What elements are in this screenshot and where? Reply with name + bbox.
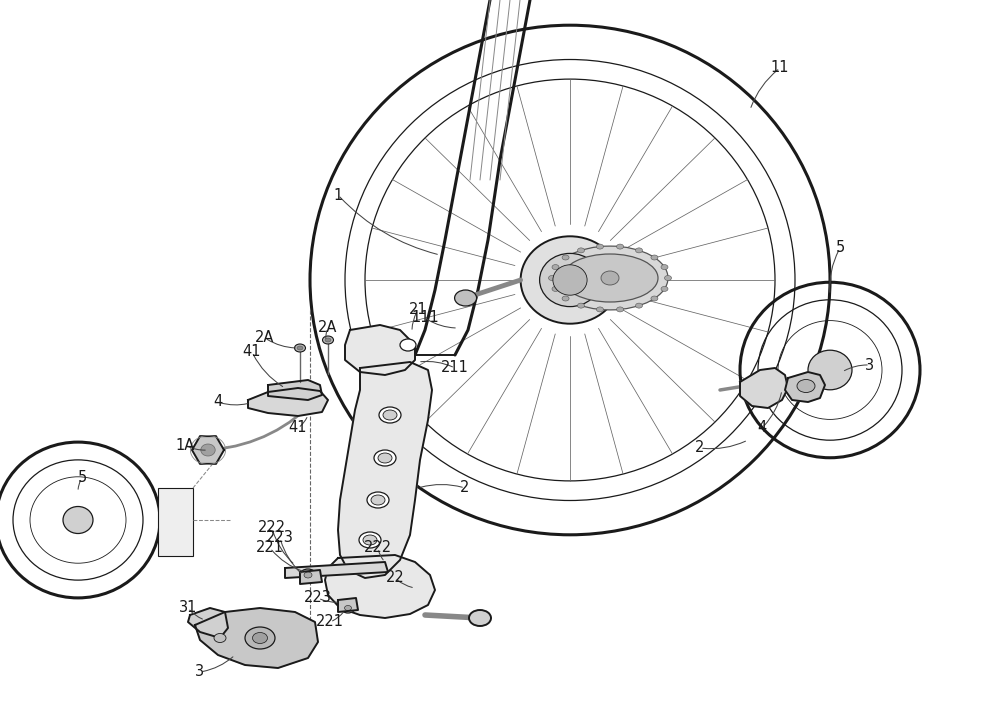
Ellipse shape <box>245 627 275 649</box>
Ellipse shape <box>808 350 852 390</box>
Text: 4: 4 <box>213 395 223 410</box>
Text: 31: 31 <box>179 600 197 615</box>
Ellipse shape <box>297 346 303 350</box>
Ellipse shape <box>383 410 397 420</box>
Ellipse shape <box>797 380 815 393</box>
Ellipse shape <box>601 271 619 285</box>
Ellipse shape <box>455 290 477 306</box>
Text: 11: 11 <box>771 61 789 76</box>
Text: 3: 3 <box>865 358 875 373</box>
Ellipse shape <box>201 444 215 456</box>
Text: 2A: 2A <box>255 331 275 346</box>
Text: 221: 221 <box>256 540 284 555</box>
Ellipse shape <box>596 244 603 249</box>
Ellipse shape <box>651 296 658 301</box>
Ellipse shape <box>294 344 306 352</box>
Ellipse shape <box>400 339 416 351</box>
Text: 5: 5 <box>77 471 87 486</box>
Ellipse shape <box>578 303 584 308</box>
Text: 223: 223 <box>304 590 332 605</box>
Ellipse shape <box>617 307 624 312</box>
Polygon shape <box>188 608 228 638</box>
Polygon shape <box>338 362 432 578</box>
Text: 41: 41 <box>243 344 261 360</box>
Polygon shape <box>345 325 415 375</box>
Text: 22: 22 <box>386 570 404 585</box>
Ellipse shape <box>617 244 624 249</box>
Ellipse shape <box>636 248 642 253</box>
Polygon shape <box>285 562 388 578</box>
Text: 111: 111 <box>411 311 439 326</box>
Text: 223: 223 <box>266 531 294 545</box>
Ellipse shape <box>304 572 312 578</box>
Ellipse shape <box>562 255 569 260</box>
Text: 221: 221 <box>316 615 344 630</box>
Ellipse shape <box>367 492 389 508</box>
Ellipse shape <box>63 506 93 533</box>
Text: 2: 2 <box>460 481 470 496</box>
Polygon shape <box>325 555 435 618</box>
Ellipse shape <box>548 276 556 281</box>
Polygon shape <box>785 372 825 402</box>
Ellipse shape <box>596 307 603 312</box>
Text: 2A: 2A <box>318 321 338 336</box>
Ellipse shape <box>322 336 334 344</box>
Ellipse shape <box>252 633 268 643</box>
Ellipse shape <box>651 255 658 260</box>
Bar <box>158 488 193 556</box>
Ellipse shape <box>661 265 668 270</box>
Text: 41: 41 <box>289 421 307 436</box>
Ellipse shape <box>341 603 355 613</box>
Ellipse shape <box>300 569 316 581</box>
Text: 5: 5 <box>835 241 845 256</box>
Text: 1A: 1A <box>175 438 195 453</box>
Ellipse shape <box>661 286 668 291</box>
Text: 4: 4 <box>757 421 767 436</box>
Ellipse shape <box>344 605 352 610</box>
Ellipse shape <box>379 407 401 423</box>
Polygon shape <box>268 380 322 400</box>
Polygon shape <box>195 608 318 668</box>
Polygon shape <box>248 388 328 416</box>
Ellipse shape <box>553 265 587 295</box>
Ellipse shape <box>552 265 559 270</box>
Text: 211: 211 <box>441 361 469 376</box>
Ellipse shape <box>562 296 569 301</box>
Ellipse shape <box>540 253 600 306</box>
Ellipse shape <box>636 303 642 308</box>
Ellipse shape <box>363 535 377 545</box>
Ellipse shape <box>552 246 668 310</box>
Ellipse shape <box>552 286 559 291</box>
Ellipse shape <box>214 633 226 643</box>
Text: 21: 21 <box>409 303 427 318</box>
Text: 1: 1 <box>333 188 343 203</box>
Text: 222: 222 <box>364 540 392 555</box>
Ellipse shape <box>374 450 396 466</box>
Ellipse shape <box>562 254 658 302</box>
Polygon shape <box>338 598 358 612</box>
Ellipse shape <box>371 495 385 505</box>
Ellipse shape <box>378 453 392 463</box>
Polygon shape <box>300 570 322 584</box>
Polygon shape <box>740 368 788 408</box>
Ellipse shape <box>469 610 491 626</box>
Text: 2: 2 <box>695 441 705 456</box>
Text: 3: 3 <box>195 665 205 680</box>
Ellipse shape <box>578 248 584 253</box>
Ellipse shape <box>521 236 619 323</box>
Polygon shape <box>192 436 224 464</box>
Ellipse shape <box>325 338 331 342</box>
Ellipse shape <box>359 532 381 548</box>
Ellipse shape <box>664 276 672 281</box>
Text: 222: 222 <box>258 521 286 536</box>
